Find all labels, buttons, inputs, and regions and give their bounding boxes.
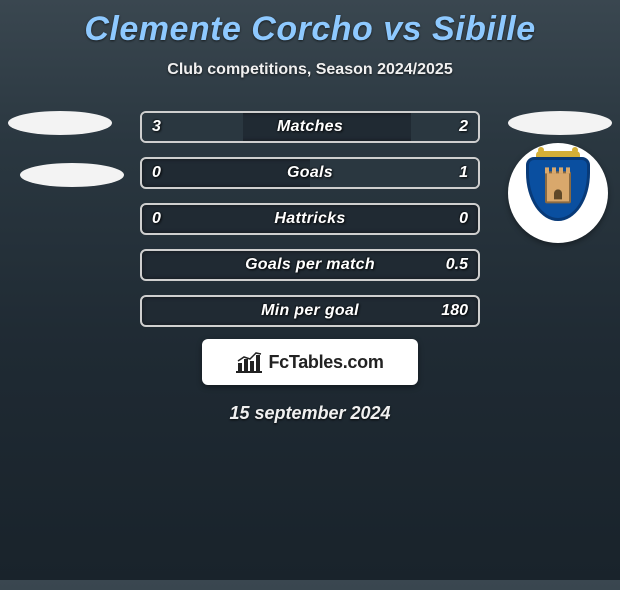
bar-label: Min per goal <box>261 302 359 320</box>
stat-bar-row: 0 Hattricks 0 <box>140 203 480 235</box>
bar-right-value: 180 <box>441 302 468 320</box>
bar-left-value: 3 <box>152 118 161 136</box>
club-crest <box>508 143 608 243</box>
comparison-date: 15 september 2024 <box>0 403 620 424</box>
bar-label: Goals per match <box>245 256 375 274</box>
bar-right-value: 0.5 <box>446 256 468 274</box>
stat-bar-row: Min per goal 180 <box>140 295 480 327</box>
stat-bars: 3 Matches 2 0 Goals 1 0 Hattricks 0 Goals per mat… <box>140 111 480 341</box>
stat-bar-row: 0 Goals 1 <box>140 157 480 189</box>
crest-door-icon <box>554 189 562 199</box>
left-player-badges <box>8 111 124 187</box>
comparison-title: Clemente Corcho vs Sibille <box>0 10 620 49</box>
bar-right-fill <box>310 159 478 187</box>
bar-left-value: 0 <box>152 210 161 228</box>
bar-label: Matches <box>277 118 343 136</box>
crest-shield-icon <box>526 157 590 221</box>
stat-bar-row: Goals per match 0.5 <box>140 249 480 281</box>
logo-text: FcTables.com <box>268 352 383 373</box>
bar-right-value: 0 <box>459 210 468 228</box>
crest-tower-icon <box>545 171 571 203</box>
comparison-subtitle: Club competitions, Season 2024/2025 <box>0 61 620 79</box>
right-badge-1 <box>508 111 612 135</box>
left-badge-2 <box>20 163 124 187</box>
left-badge-1 <box>8 111 112 135</box>
right-player-badges <box>508 111 612 243</box>
bar-right-value: 1 <box>459 164 468 182</box>
bar-right-value: 2 <box>459 118 468 136</box>
crest-graphic <box>526 157 590 229</box>
fctables-logo: FcTables.com <box>202 339 418 385</box>
bar-label: Hattricks <box>274 210 345 228</box>
chart-icon <box>236 351 262 373</box>
stat-bar-row: 3 Matches 2 <box>140 111 480 143</box>
bar-label: Goals <box>287 164 333 182</box>
bar-left-value: 0 <box>152 164 161 182</box>
